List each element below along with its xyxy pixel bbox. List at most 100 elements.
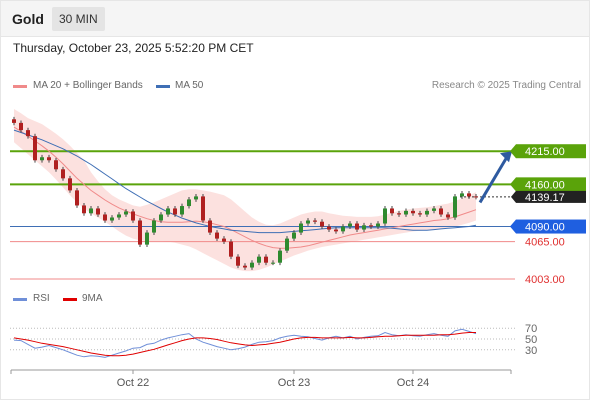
candle-body [222, 238, 226, 242]
candle-body [187, 199, 191, 207]
candle-body [320, 221, 324, 227]
projection-arrow-shaft [478, 154, 510, 204]
rsi-legend-label: RSI [33, 293, 50, 304]
candle-body [446, 214, 450, 218]
candle-body [299, 223, 303, 233]
candle-body [138, 220, 142, 245]
rsi-ma9-line [13, 332, 476, 357]
candle-body [26, 130, 30, 137]
level-label-tip [510, 144, 516, 159]
candle-body [12, 119, 16, 123]
candle-body [33, 136, 37, 161]
rsi-tick-50: 50 [525, 334, 537, 346]
candle-body [334, 229, 338, 232]
rsi-tick-30: 30 [525, 345, 537, 357]
candle-body [166, 208, 170, 215]
candle-body [355, 223, 359, 230]
candle-body [439, 208, 443, 215]
candle-body [103, 214, 107, 221]
candle-body [159, 214, 163, 221]
candle-body [306, 220, 310, 224]
candle-body [82, 205, 86, 214]
candle-body [47, 157, 51, 161]
ma50-legend-label: MA 50 [175, 80, 204, 91]
candle-body [243, 265, 247, 268]
candle-body [264, 256, 268, 263]
level-label-4160.00: 4160.00 [525, 179, 565, 191]
candle-body [432, 208, 436, 211]
level-label-4090.00: 4090.00 [525, 222, 565, 234]
level-label-4065.00: 4065.00 [525, 237, 565, 249]
current-price-label: 4139.17 [525, 192, 565, 204]
rsi-tick-70: 70 [525, 323, 537, 335]
rsi-legend-swatch [13, 298, 27, 301]
candle-body [390, 208, 394, 214]
candle-body [327, 226, 331, 230]
candle-body [257, 256, 261, 263]
instrument-title: Gold [12, 11, 44, 27]
candle-body [110, 217, 114, 221]
candle-body [341, 226, 345, 232]
candle-body [376, 223, 380, 227]
candle-body [131, 211, 135, 221]
current-price-label-bg [516, 190, 586, 203]
ma9-legend-swatch [63, 298, 77, 301]
level-label-bg [516, 144, 586, 159]
candle-body [313, 220, 317, 222]
current-price-label-tip [511, 190, 516, 203]
candle-body [75, 190, 79, 206]
x-label-Oct-22: Oct 22 [117, 377, 149, 389]
candle-body [54, 160, 58, 170]
candle-body [173, 208, 177, 215]
candle-body [397, 213, 401, 215]
candle-body [124, 211, 128, 215]
candle-body [383, 208, 387, 224]
candle-body [250, 262, 254, 268]
ma9-legend-label: 9MA [82, 293, 103, 304]
level-label-bg [516, 177, 586, 192]
level-label-tip [510, 177, 516, 192]
candle-body [68, 178, 72, 191]
candle-body [369, 225, 373, 227]
ma50-legend-swatch [156, 85, 170, 88]
credit-text: Research © 2025 Trading Central [431, 80, 581, 91]
candle-body [145, 232, 149, 245]
bollinger-band [14, 109, 476, 272]
level-label-4003.00: 4003.00 [525, 274, 565, 286]
candle-body [201, 196, 205, 221]
candle-body [208, 220, 212, 233]
level-label-tip [510, 219, 516, 234]
rsi-line [13, 328, 477, 358]
x-label-Oct-24: Oct 24 [397, 377, 429, 389]
candle-body [117, 214, 121, 218]
candle-body [229, 241, 233, 257]
candle-body [418, 213, 422, 215]
level-label-4215.00: 4215.00 [525, 146, 565, 158]
candle-body [271, 262, 275, 264]
candle-body [453, 196, 457, 218]
candle-body [236, 256, 240, 266]
candle-body [152, 220, 156, 233]
candle-body [425, 210, 429, 215]
ma50-line [13, 129, 477, 234]
candle-body [362, 225, 366, 230]
candle-body [278, 250, 282, 263]
candle-body [215, 232, 219, 239]
level-label-bg [516, 219, 586, 234]
candle-body [285, 238, 289, 251]
candle-body [96, 208, 100, 215]
candle-body [194, 196, 198, 200]
candle-body [404, 210, 408, 215]
timeframe-button[interactable]: 30 MIN [52, 7, 105, 31]
candle-body [474, 196, 478, 198]
candle-body [348, 223, 352, 227]
candle-body [19, 122, 23, 131]
candle-body [411, 210, 415, 214]
ma20-legend-swatch [13, 85, 27, 88]
x-label-Oct-23: Oct 23 [278, 377, 310, 389]
candle-body [180, 206, 184, 215]
candle-body [89, 208, 93, 214]
candle-body [460, 193, 464, 197]
ma20-legend-label: MA 20 + Bollinger Bands [33, 80, 143, 91]
